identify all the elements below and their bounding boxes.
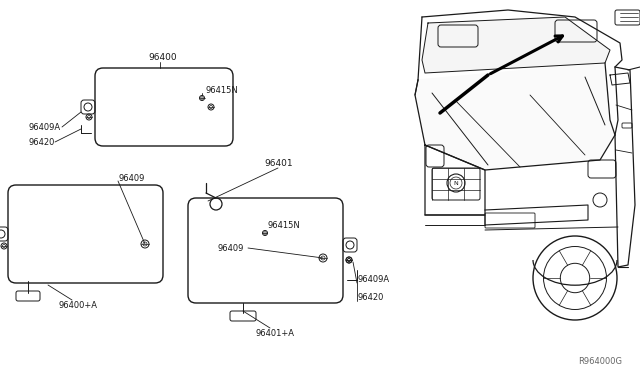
Text: 96401: 96401 [264,158,292,167]
Polygon shape [415,63,615,170]
Text: 96415N: 96415N [268,221,301,230]
Text: 96409A: 96409A [28,122,60,131]
Polygon shape [422,17,610,73]
Text: 96401+A: 96401+A [255,328,294,337]
Text: 96415N: 96415N [205,86,237,94]
Text: R964000G: R964000G [578,357,622,366]
Text: 96409: 96409 [118,173,145,183]
Text: 96420: 96420 [28,138,54,147]
Text: N: N [453,180,458,186]
Text: 96420: 96420 [358,294,385,302]
Text: 96409A: 96409A [358,276,390,285]
Text: 96400+A: 96400+A [58,301,97,310]
Text: 96400: 96400 [148,52,177,61]
Text: 96409: 96409 [218,244,244,253]
